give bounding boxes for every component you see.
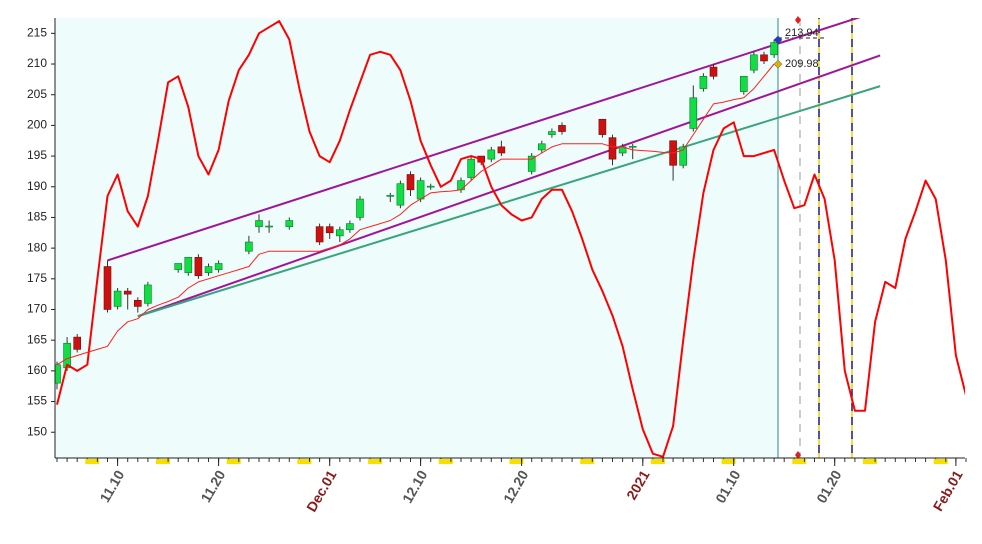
weekend-marker xyxy=(933,459,948,464)
price-marker xyxy=(773,59,783,69)
y-tick-label: 185 xyxy=(27,210,47,224)
candle-body xyxy=(396,183,405,206)
y-tick-label: 150 xyxy=(27,424,47,438)
candle-body xyxy=(204,266,213,273)
weekend-marker xyxy=(438,459,453,464)
candle-body xyxy=(689,97,698,129)
candle-body xyxy=(55,364,61,384)
candle-body xyxy=(750,54,758,71)
weekend-marker xyxy=(85,459,100,464)
y-tick-label: 170 xyxy=(27,302,47,316)
candle-body xyxy=(548,131,556,135)
candle-body xyxy=(144,284,152,304)
candle-body xyxy=(608,137,617,160)
candle-body xyxy=(679,146,688,166)
plot-background xyxy=(55,18,778,458)
candle-body xyxy=(537,143,546,151)
candle-body xyxy=(113,290,122,307)
y-tick-label: 175 xyxy=(27,271,47,285)
y-tick-label: 200 xyxy=(27,118,47,132)
candle-body xyxy=(487,149,496,160)
y-tick-label: 180 xyxy=(27,240,47,254)
candle-body xyxy=(265,225,273,228)
y-tick-label: 215 xyxy=(27,26,47,40)
y-tick-label: 210 xyxy=(27,56,47,70)
weekend-marker xyxy=(226,459,241,464)
indicator-line xyxy=(56,63,775,366)
weekend-marker xyxy=(368,459,383,464)
weekend-marker xyxy=(863,459,877,464)
weekend-marker xyxy=(580,459,595,464)
candle-body xyxy=(760,54,768,62)
x-tick-label: 12.10 xyxy=(399,467,430,506)
marker xyxy=(795,16,801,24)
candle-body xyxy=(184,257,193,273)
candle-body xyxy=(194,257,203,277)
candle-body xyxy=(709,66,718,77)
price-marker xyxy=(773,35,783,45)
candle-body xyxy=(527,155,536,172)
price-label: 213.94 xyxy=(785,27,819,39)
plot-area xyxy=(55,18,965,458)
candle-body xyxy=(103,266,112,310)
candle-body xyxy=(770,42,778,56)
x-tick-label: 12.20 xyxy=(500,467,531,506)
y-tick-label: 205 xyxy=(27,87,47,101)
y-tick-label: 160 xyxy=(27,363,47,377)
y-tick-label: 190 xyxy=(27,179,47,193)
candle-body xyxy=(558,125,566,132)
candle-body xyxy=(255,220,263,227)
candle-body xyxy=(457,180,465,191)
weekend-marker xyxy=(509,459,524,464)
candle-body xyxy=(73,336,81,350)
weekend-marker xyxy=(721,459,736,464)
indicator-line xyxy=(56,20,965,458)
weekend-marker xyxy=(297,459,312,464)
candle-body xyxy=(699,75,708,89)
x-tick-label: 01.10 xyxy=(712,467,743,506)
x-tick-label: 11.10 xyxy=(96,467,127,505)
trend-line xyxy=(137,54,881,318)
candle-body xyxy=(467,158,475,178)
candle-body xyxy=(174,263,182,270)
candle-body xyxy=(245,241,253,252)
candle-body xyxy=(497,146,506,154)
y-tick-label: 165 xyxy=(27,332,47,346)
trend-line xyxy=(107,18,861,262)
candle-body xyxy=(123,290,132,295)
weekend-marker xyxy=(650,459,665,464)
candle-body xyxy=(406,174,415,191)
candle-body xyxy=(386,195,395,197)
candle-body xyxy=(598,118,607,135)
candle-body xyxy=(416,180,425,200)
x-tick-label: Dec.01 xyxy=(303,467,340,514)
x-tick-label: 01.20 xyxy=(813,467,844,506)
y-tick-label: 155 xyxy=(27,394,47,408)
x-tick-label: Feb.01 xyxy=(930,467,966,514)
candle-body xyxy=(214,263,223,270)
candle-body xyxy=(325,226,334,234)
weekend-marker xyxy=(156,459,170,464)
x-tick-label: 2021 xyxy=(623,467,653,502)
candle-body xyxy=(628,145,637,148)
candle-body xyxy=(739,75,748,92)
price-label: 209.98 xyxy=(785,58,819,70)
weekend-marker xyxy=(792,459,807,464)
trend-line xyxy=(137,85,881,318)
candle-body xyxy=(335,229,344,237)
marker xyxy=(795,451,801,459)
candle-body xyxy=(285,220,294,227)
candle-body xyxy=(315,226,324,243)
x-tick-label: 11.20 xyxy=(197,467,228,505)
candle-body xyxy=(134,299,142,307)
y-tick-label: 195 xyxy=(27,148,47,162)
candle-body xyxy=(426,185,435,188)
candle-body xyxy=(356,198,364,218)
candle-body xyxy=(346,223,354,231)
